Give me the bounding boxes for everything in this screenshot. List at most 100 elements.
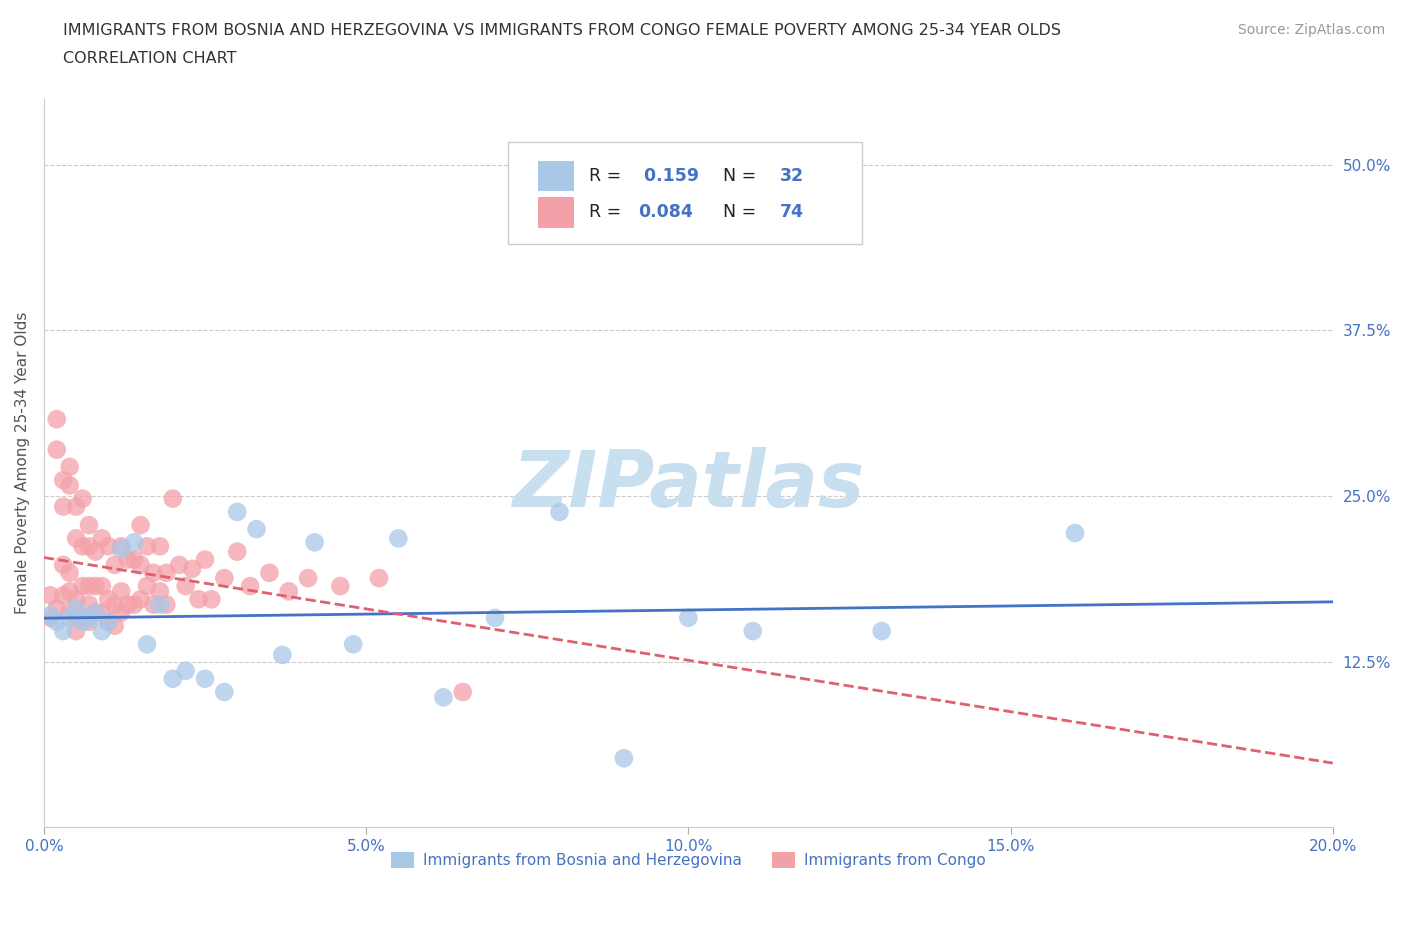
Text: R =: R = [589,204,627,221]
Text: N =: N = [711,166,761,185]
Point [136,538,159,553]
Point [104,557,127,572]
Point [162,671,184,686]
Point [122,597,145,612]
Point [104,618,127,633]
Point [65,610,87,625]
Bar [537,197,574,228]
Point [52,472,75,487]
Point [329,578,352,593]
Point [77,610,100,625]
Point [870,624,893,639]
Point [129,591,152,606]
Point [90,578,112,593]
Point [77,578,100,593]
Text: R =: R = [589,166,627,185]
Point [90,624,112,639]
Point [45,601,67,616]
Point [72,538,94,553]
Text: ZIPatlas: ZIPatlas [512,446,865,523]
Point [52,499,75,514]
Point [149,538,172,553]
Point [304,535,326,550]
Point [245,522,267,537]
Point [142,565,165,580]
Point [52,588,75,603]
Point [129,557,152,572]
Point [110,584,132,599]
Text: CORRELATION CHART: CORRELATION CHART [63,51,236,66]
Point [484,610,506,625]
Point [129,518,152,533]
Point [432,690,454,705]
Bar [537,161,574,192]
Point [52,624,75,639]
Point [214,684,236,699]
Point [613,751,636,765]
Point [297,571,319,586]
Point [77,597,100,612]
Point [149,584,172,599]
Point [39,607,62,622]
Point [226,504,249,519]
Point [174,663,197,678]
Point [72,610,94,625]
Y-axis label: Female Poverty Among 25-34 Year Olds: Female Poverty Among 25-34 Year Olds [15,312,30,614]
Point [104,597,127,612]
Point [110,541,132,556]
Point [97,538,120,553]
Point [162,491,184,506]
Text: Source: ZipAtlas.com: Source: ZipAtlas.com [1237,23,1385,37]
Point [45,412,67,427]
Point [226,544,249,559]
Point [90,531,112,546]
Point [59,478,82,493]
Point [59,459,82,474]
Point [59,605,82,620]
Point [741,624,763,639]
Text: 0.159: 0.159 [638,166,699,185]
Point [194,552,217,567]
Point [167,557,190,572]
Point [368,571,391,586]
Point [110,538,132,553]
Point [97,615,120,630]
Point [65,591,87,606]
Point [271,647,294,662]
Point [136,578,159,593]
Point [342,637,364,652]
Point [678,610,700,625]
Point [214,571,236,586]
Point [84,578,107,593]
Point [149,597,172,612]
Point [110,605,132,620]
Point [65,624,87,639]
Point [84,605,107,620]
Point [59,584,82,599]
Point [451,684,474,699]
Text: IMMIGRANTS FROM BOSNIA AND HERZEGOVINA VS IMMIGRANTS FROM CONGO FEMALE POVERTY A: IMMIGRANTS FROM BOSNIA AND HERZEGOVINA V… [63,23,1062,38]
FancyBboxPatch shape [508,142,862,245]
Point [39,588,62,603]
Point [59,610,82,625]
Point [77,518,100,533]
Point [45,615,67,630]
Point [239,578,262,593]
Point [136,637,159,652]
Point [200,591,222,606]
Point [187,591,209,606]
Point [84,544,107,559]
Point [77,615,100,630]
Point [65,531,87,546]
Point [277,584,299,599]
Point [77,538,100,553]
Text: 74: 74 [780,204,804,221]
Point [548,504,571,519]
Text: 0.084: 0.084 [638,204,693,221]
Point [45,442,67,457]
Point [65,499,87,514]
Point [97,615,120,630]
Text: N =: N = [711,204,761,221]
Point [387,531,409,546]
Point [142,597,165,612]
